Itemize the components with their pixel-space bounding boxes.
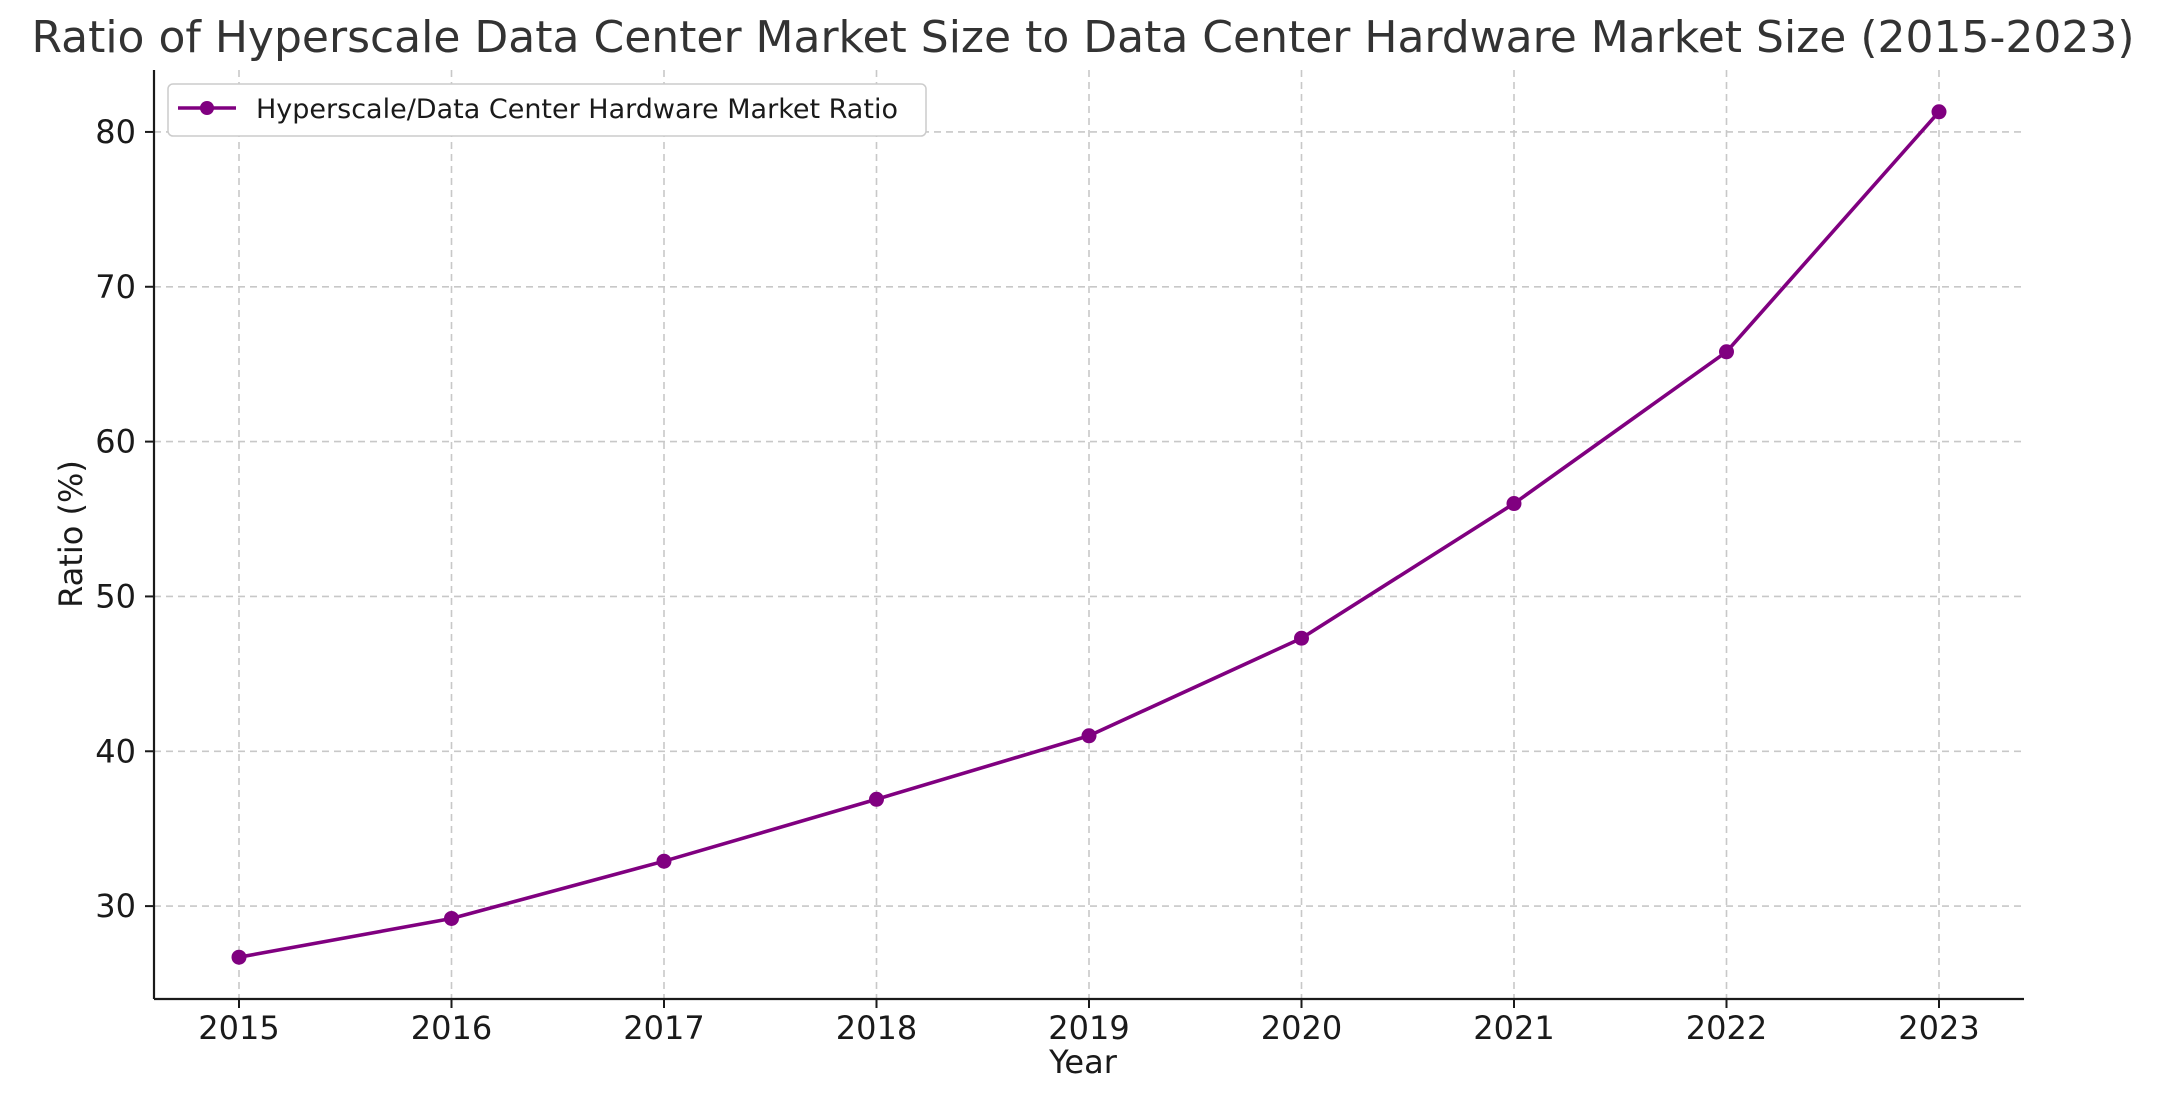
data-point [1294,630,1309,646]
x-axis-ticks: 2015 2016 2017 2018 2019 2020 2021 2022 2023 [198,999,1980,1047]
x-tick-label: 2022 [1686,1009,1767,1047]
legend: Hyperscale/Data Center Hardware Market R… [167,83,927,137]
y-axis-ticks: 30 40 50 60 70 80 [95,113,154,925]
y-tick-label: 50 [95,577,136,615]
x-axis-label: Year [1048,1043,1118,1081]
y-tick-label: 60 [95,423,136,461]
data-point [869,791,884,807]
grid [154,70,2024,999]
data-point [444,910,459,926]
chart-title: Ratio of Hyperscale Data Center Market S… [32,12,2135,63]
y-axis-label: Ratio (%) [52,460,90,608]
x-tick-label: 2016 [411,1009,492,1047]
data-point [1081,728,1097,744]
data-point [656,853,672,869]
data-point [1506,496,1522,512]
y-tick-label: 40 [95,732,136,770]
x-tick-label: 2019 [1048,1009,1129,1047]
x-tick-label: 2017 [623,1009,704,1047]
series [231,104,1947,965]
x-tick-label: 2015 [198,1009,279,1047]
y-tick-label: 70 [95,268,136,306]
x-tick-label: 2020 [1261,1009,1342,1047]
x-tick-label: 2023 [1898,1009,1979,1047]
data-point [1931,104,1947,120]
legend-marker-swatch [200,101,214,115]
data-point [1719,344,1734,360]
y-tick-label: 80 [95,113,136,151]
x-tick-label: 2018 [836,1009,917,1047]
data-point [231,949,247,965]
x-tick-label: 2021 [1473,1009,1554,1047]
legend-entry-label: Hyperscale/Data Center Hardware Market R… [256,94,898,125]
legend-frame [167,83,927,137]
y-tick-label: 30 [95,887,136,925]
axes [152,70,2024,1001]
